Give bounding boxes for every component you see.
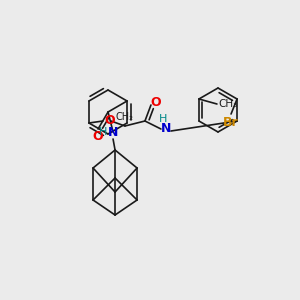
Text: N: N xyxy=(161,122,171,136)
Text: CH₂: CH₂ xyxy=(116,112,134,122)
Text: H: H xyxy=(99,127,107,137)
Text: N: N xyxy=(108,125,118,139)
Text: O: O xyxy=(93,130,104,142)
Text: Br: Br xyxy=(223,116,239,128)
Text: O: O xyxy=(105,115,115,128)
Text: H: H xyxy=(159,114,167,124)
Text: O: O xyxy=(151,95,161,109)
Text: CH₃: CH₃ xyxy=(218,99,238,109)
